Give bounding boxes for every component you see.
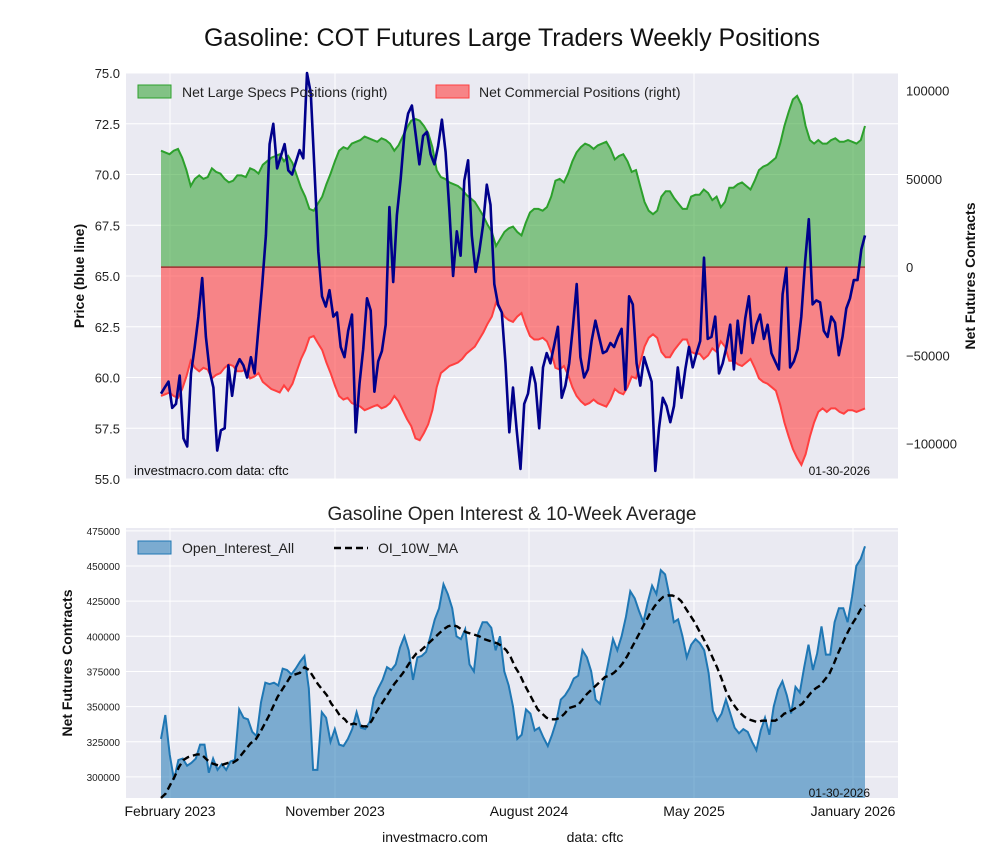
- legend-swatch-specs: [137, 84, 172, 99]
- x-tick-label: August 2024: [490, 803, 569, 819]
- top-date-label: 01-30-2026: [809, 464, 871, 478]
- right-axis-label: Net Futures Contracts: [962, 202, 978, 349]
- left-axis-label: Price (blue line): [71, 224, 87, 328]
- footer-source: data: cftc: [567, 829, 624, 845]
- legend-swatch-commercial: [435, 84, 470, 99]
- bottom-date-label: 01-30-2026: [809, 786, 871, 800]
- price-line: [159, 71, 867, 473]
- left-tick-label: 62.5: [95, 320, 120, 335]
- left-tick-label: 65.0: [95, 269, 120, 284]
- bottom-left-tick-label: 325000: [87, 738, 121, 749]
- oi-line: [160, 545, 866, 780]
- oi-ma-line: [160, 594, 866, 799]
- bottom-chart: Gasoline Open Interest & 10-Week Average…: [59, 504, 898, 819]
- specs-area: [161, 95, 865, 268]
- left-tick-label: 55.0: [95, 472, 120, 487]
- right-tick-label: 50000: [906, 172, 942, 187]
- left-tick-label: 72.5: [95, 117, 120, 132]
- x-tick-label: May 2025: [663, 803, 725, 819]
- left-tick-label: 57.5: [95, 421, 120, 436]
- bottom-left-tick-label: 450000: [87, 562, 121, 573]
- bottom-left-tick-label: 400000: [87, 632, 121, 643]
- oi-area: [161, 546, 865, 798]
- legend-label-specs: Net Large Specs Positions (right): [182, 84, 387, 100]
- legend-label-ma: OI_10W_MA: [378, 540, 459, 556]
- left-tick-label: 60.0: [95, 371, 120, 386]
- left-tick-label: 70.0: [95, 168, 120, 183]
- x-tick-label: February 2023: [124, 803, 215, 819]
- commercial-line: [160, 300, 866, 468]
- bottom-left-tick-label: 350000: [87, 703, 121, 714]
- specs-line: [160, 94, 866, 249]
- legend-label-oi: Open_Interest_All: [182, 540, 294, 556]
- x-tick-label: January 2026: [811, 803, 896, 819]
- bottom-left-tick-label: 475000: [87, 527, 121, 538]
- bottom-left-tick-label: 300000: [87, 773, 121, 784]
- left-tick-label: 67.5: [95, 218, 120, 233]
- legend-swatch-oi: [137, 540, 172, 555]
- bottom-axis-label: Net Futures Contracts: [59, 589, 75, 736]
- right-tick-label: −50000: [906, 348, 950, 363]
- bottom-left-tick-label: 375000: [87, 667, 121, 678]
- top-watermark: investmacro.com data: cftc: [134, 463, 289, 478]
- left-tick-label: 75.0: [95, 66, 120, 81]
- bottom-title: Gasoline Open Interest & 10-Week Average: [328, 504, 697, 525]
- main-title: Gasoline: COT Futures Large Traders Week…: [204, 24, 820, 52]
- right-tick-label: −100000: [906, 437, 957, 452]
- top-chart: 55.0 57.5 60.0 62.5 65.0 67.5 70.0 72.5 75.0 −100…: [71, 66, 978, 487]
- bottom-left-tick-label: 425000: [87, 597, 121, 608]
- legend-label-commercial: Net Commercial Positions (right): [479, 84, 681, 100]
- right-tick-label: 100000: [906, 84, 949, 99]
- x-tick-label: November 2023: [285, 803, 385, 819]
- right-tick-label: 0: [906, 260, 913, 275]
- footer-site: investmacro.com: [382, 829, 488, 845]
